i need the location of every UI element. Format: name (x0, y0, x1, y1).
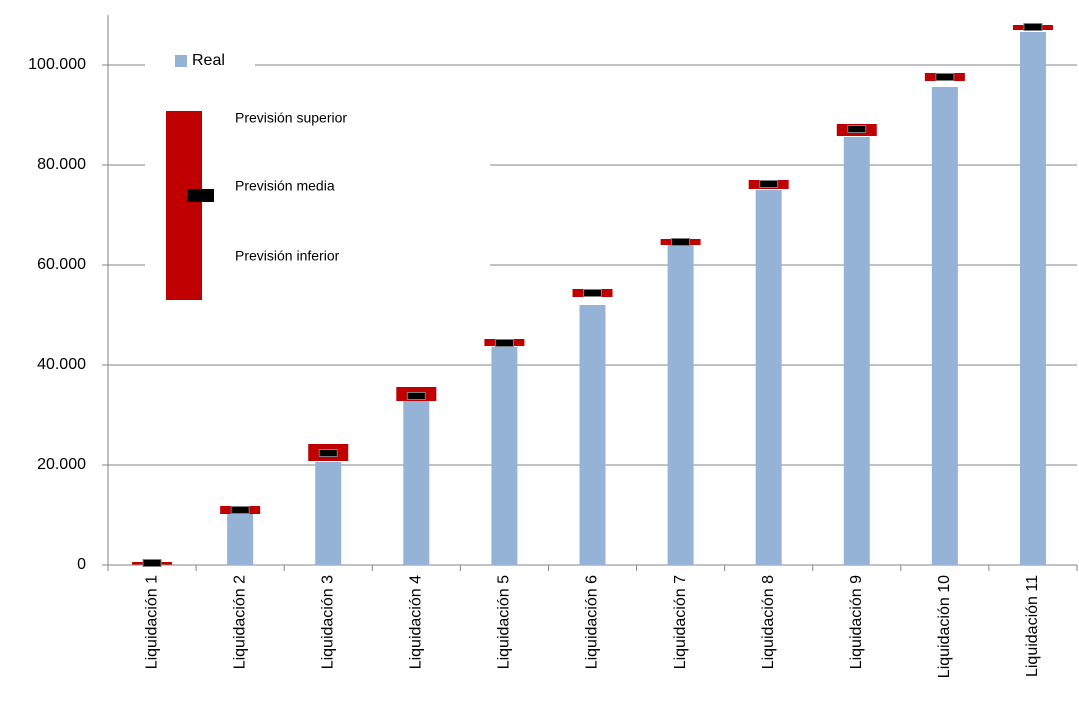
forecast-mean (847, 125, 867, 133)
x-tick-label: Liquidación 7 (672, 575, 689, 669)
legend-label: Real (192, 52, 225, 69)
forecast-mean (142, 559, 162, 567)
x-tick-label: Liquidación 3 (319, 575, 336, 669)
bar (403, 400, 430, 565)
y-tick-label: 20.000 (37, 456, 86, 473)
bar (315, 462, 342, 565)
legend-swatch (175, 55, 187, 67)
legend-label: Previsión media (235, 178, 335, 194)
forecast-mean (671, 238, 691, 246)
bar (667, 245, 694, 565)
bar (755, 190, 782, 565)
y-tick-label: 60.000 (37, 256, 86, 273)
forecast-mean (318, 449, 338, 457)
x-tick-label: Liquidación 5 (496, 575, 513, 669)
bar (931, 87, 958, 565)
x-tick-label: Liquidación 4 (408, 575, 425, 669)
x-tick-label: Liquidación 1 (143, 575, 160, 669)
y-tick-label: 100.000 (28, 56, 86, 73)
legend-label: Previsión superior (235, 110, 347, 126)
x-tick-label: Liquidación 10 (936, 575, 953, 678)
forecast-mean (935, 73, 955, 81)
legend-swatch (166, 111, 202, 300)
x-tick-label: Liquidación 6 (584, 575, 601, 669)
forecast-mean (406, 392, 426, 400)
x-tick-label: Liquidación 9 (848, 575, 865, 669)
legend-background (145, 45, 255, 85)
x-tick-label: Liquidación 2 (231, 575, 248, 669)
forecast-mean (230, 506, 250, 514)
bar (227, 513, 254, 565)
legend-label: Previsión inferior (235, 248, 340, 264)
forecast-mean (759, 180, 779, 188)
bar (491, 347, 518, 565)
bar (843, 137, 870, 565)
y-tick-label: 80.000 (37, 156, 86, 173)
legend-swatch (187, 189, 214, 202)
forecast-mean (494, 339, 514, 347)
x-tick-label: Liquidación 8 (760, 575, 777, 669)
x-tick-label: Liquidación 11 (1024, 575, 1041, 677)
forecast-mean (583, 289, 602, 297)
y-tick-label: 0 (77, 556, 86, 573)
forecast-mean (1023, 23, 1043, 31)
bar (1019, 32, 1046, 565)
bar (579, 305, 606, 565)
legend-background (145, 85, 490, 290)
y-tick-label: 40.000 (37, 356, 86, 373)
